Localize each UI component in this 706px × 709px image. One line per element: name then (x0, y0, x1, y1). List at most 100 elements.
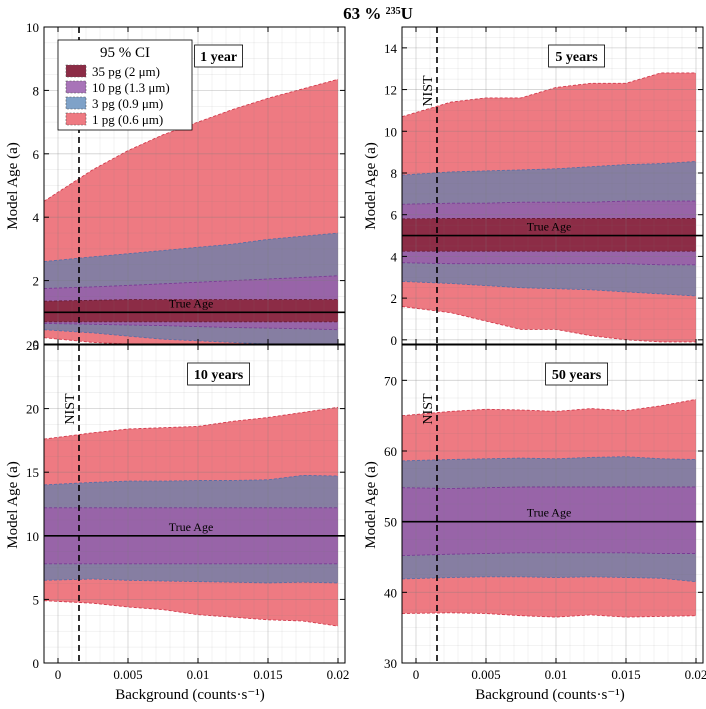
y-axis-label-top: Model Age (a) (5, 142, 21, 229)
ci-band-lower-edge (44, 600, 339, 627)
y-tick-label: 6 (33, 147, 40, 162)
x-tick-label: 0 (55, 667, 62, 682)
x-axis-label-left: Background (counts·s⁻¹) (115, 687, 264, 703)
x-tick-label: 0.02 (685, 667, 706, 682)
x-axis-label-right: Background (counts·s⁻¹) (475, 687, 624, 703)
ci-band-lower-edge (402, 306, 696, 343)
y-tick-label: 10 (384, 124, 397, 139)
y-axis-label-bottom: Model Age (a) (5, 461, 21, 548)
panel-title: 10 years (194, 368, 244, 383)
legend-items: 35 pg (2 μm)10 pg (1.3 μm)3 pg (0.9 μm)1… (65, 64, 170, 127)
ci-band-lower-edge (44, 578, 339, 584)
ci-band-upper-edge (402, 72, 696, 118)
ci-band-upper-edge (44, 406, 339, 440)
panel-4: True Age NIST 30 40 50 60 70 0 0.005 0.01 0.015 0.0… (384, 344, 706, 682)
plot-area: True Age NIST (402, 345, 703, 663)
ci-band-upper-edge (402, 161, 697, 176)
x-tick-label: 0.02 (327, 667, 350, 682)
ci-band-lower-edge (44, 337, 338, 344)
panel-title: 1 year (200, 50, 237, 65)
ci-band-lower-edge (402, 576, 697, 583)
panel-title-box (548, 44, 605, 68)
panel-title-box (194, 44, 243, 68)
legend-swatch (65, 96, 87, 110)
y-tick-label: 4 (391, 249, 398, 264)
x-tick-label: 0.005 (471, 667, 500, 682)
legend-label: 1 pg (0.6 μm) (92, 112, 163, 127)
x-tick-label: 0.01 (187, 667, 210, 682)
y-tick-label: 8 (33, 83, 40, 98)
ci-band (44, 299, 338, 322)
title-prefix: 63 % (343, 4, 386, 23)
axes-frame (401, 344, 704, 664)
nist-label: NIST (421, 75, 436, 107)
ci-band-upper-edge (44, 78, 339, 202)
y-tick-label: 15 (26, 465, 39, 480)
title-element: U (401, 4, 413, 23)
y-tick-label: 10 (26, 20, 39, 35)
plot-area: True Age NIST (44, 345, 345, 663)
x-tick-label: 0.005 (113, 667, 142, 682)
nist-label: NIST (63, 393, 78, 425)
legend-swatch (65, 112, 87, 126)
axes-frame (43, 26, 346, 345)
y-tick-label: 70 (384, 373, 397, 388)
true-age-label: True Age (169, 520, 214, 534)
ci-band-upper-edge (402, 456, 697, 462)
axes-frame (401, 26, 704, 345)
true-age-label: True Age (527, 220, 572, 234)
ci-band-upper-edge (402, 200, 696, 205)
ci-band-lower-edge (402, 280, 697, 297)
legend-swatch (65, 64, 87, 78)
y-tick-label: 25 (26, 338, 39, 353)
y-tick-label: 12 (384, 83, 397, 98)
y-tick-label: 20 (26, 402, 39, 417)
y-tick-label: 60 (384, 444, 397, 459)
title-isotope-mass: 235 (386, 6, 401, 17)
y-tick-label: 14 (384, 41, 398, 56)
nist-label: NIST (421, 393, 436, 425)
ci-band-lower-edge (402, 552, 696, 557)
ci-band-upper-edge (402, 398, 697, 417)
true-age-label: True Age (169, 296, 214, 310)
legend-label: 10 pg (1.3 μm) (92, 80, 170, 95)
x-tick-label: 0.015 (253, 667, 282, 682)
legend: 95 % CI 35 pg (2 μm)10 pg (1.3 μm)3 pg (… (57, 39, 193, 131)
panel-title: 50 years (552, 368, 602, 383)
y-tick-label: 40 (384, 585, 397, 600)
ci-band-lower-edge (44, 329, 338, 344)
y-tick-label: 4 (33, 210, 40, 225)
ci-band-upper-edge (44, 275, 339, 289)
panel-2: True Age NIST 0 2 4 6 8 10 12 14 5 years (384, 26, 704, 348)
true-age-label: True Age (527, 506, 572, 520)
figure-title: 63 % 235U (343, 4, 413, 23)
ci-band-lower-edge (44, 322, 339, 331)
y-tick-label: 0 (391, 333, 398, 348)
axes-frame (43, 344, 346, 664)
legend-title: 95 % CI (100, 45, 150, 61)
x-tick-label: 0 (413, 667, 420, 682)
ci-band-upper-edge (44, 474, 339, 486)
y-tick-label: 0 (33, 337, 40, 352)
y-tick-label: 10 (26, 529, 39, 544)
panel-title: 5 years (555, 50, 598, 65)
y-tick-label: 2 (33, 274, 40, 289)
panel-title-box (187, 362, 250, 386)
plot-area: True Age NIST (402, 27, 703, 344)
panel-title-box (545, 362, 608, 386)
legend-label: 3 pg (0.9 μm) (92, 96, 163, 111)
y-tick-label: 2 (391, 291, 398, 306)
x-tick-label: 0.015 (611, 667, 640, 682)
legend-swatch (65, 80, 87, 94)
y-tick-label: 30 (384, 656, 397, 671)
y-axis-label-right-top: Model Age (a) (363, 142, 379, 229)
y-tick-label: 6 (391, 208, 398, 223)
ci-band-lower-edge (402, 612, 697, 618)
y-tick-label: 50 (384, 515, 397, 530)
ci-band-upper-edge (44, 232, 339, 263)
y-axis-label-right-bottom: Model Age (a) (363, 461, 379, 548)
